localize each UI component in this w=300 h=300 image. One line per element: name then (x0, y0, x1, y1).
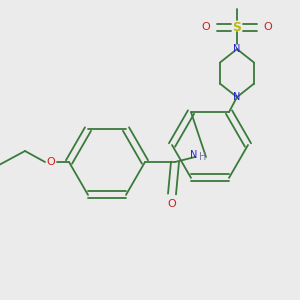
Text: O: O (46, 157, 56, 167)
Text: O: O (202, 22, 210, 32)
Text: N: N (190, 150, 198, 160)
Text: O: O (264, 22, 272, 32)
Text: N: N (233, 44, 241, 54)
Text: H: H (199, 152, 207, 162)
Text: N: N (233, 92, 241, 102)
Text: S: S (232, 21, 242, 34)
Text: O: O (168, 199, 176, 209)
